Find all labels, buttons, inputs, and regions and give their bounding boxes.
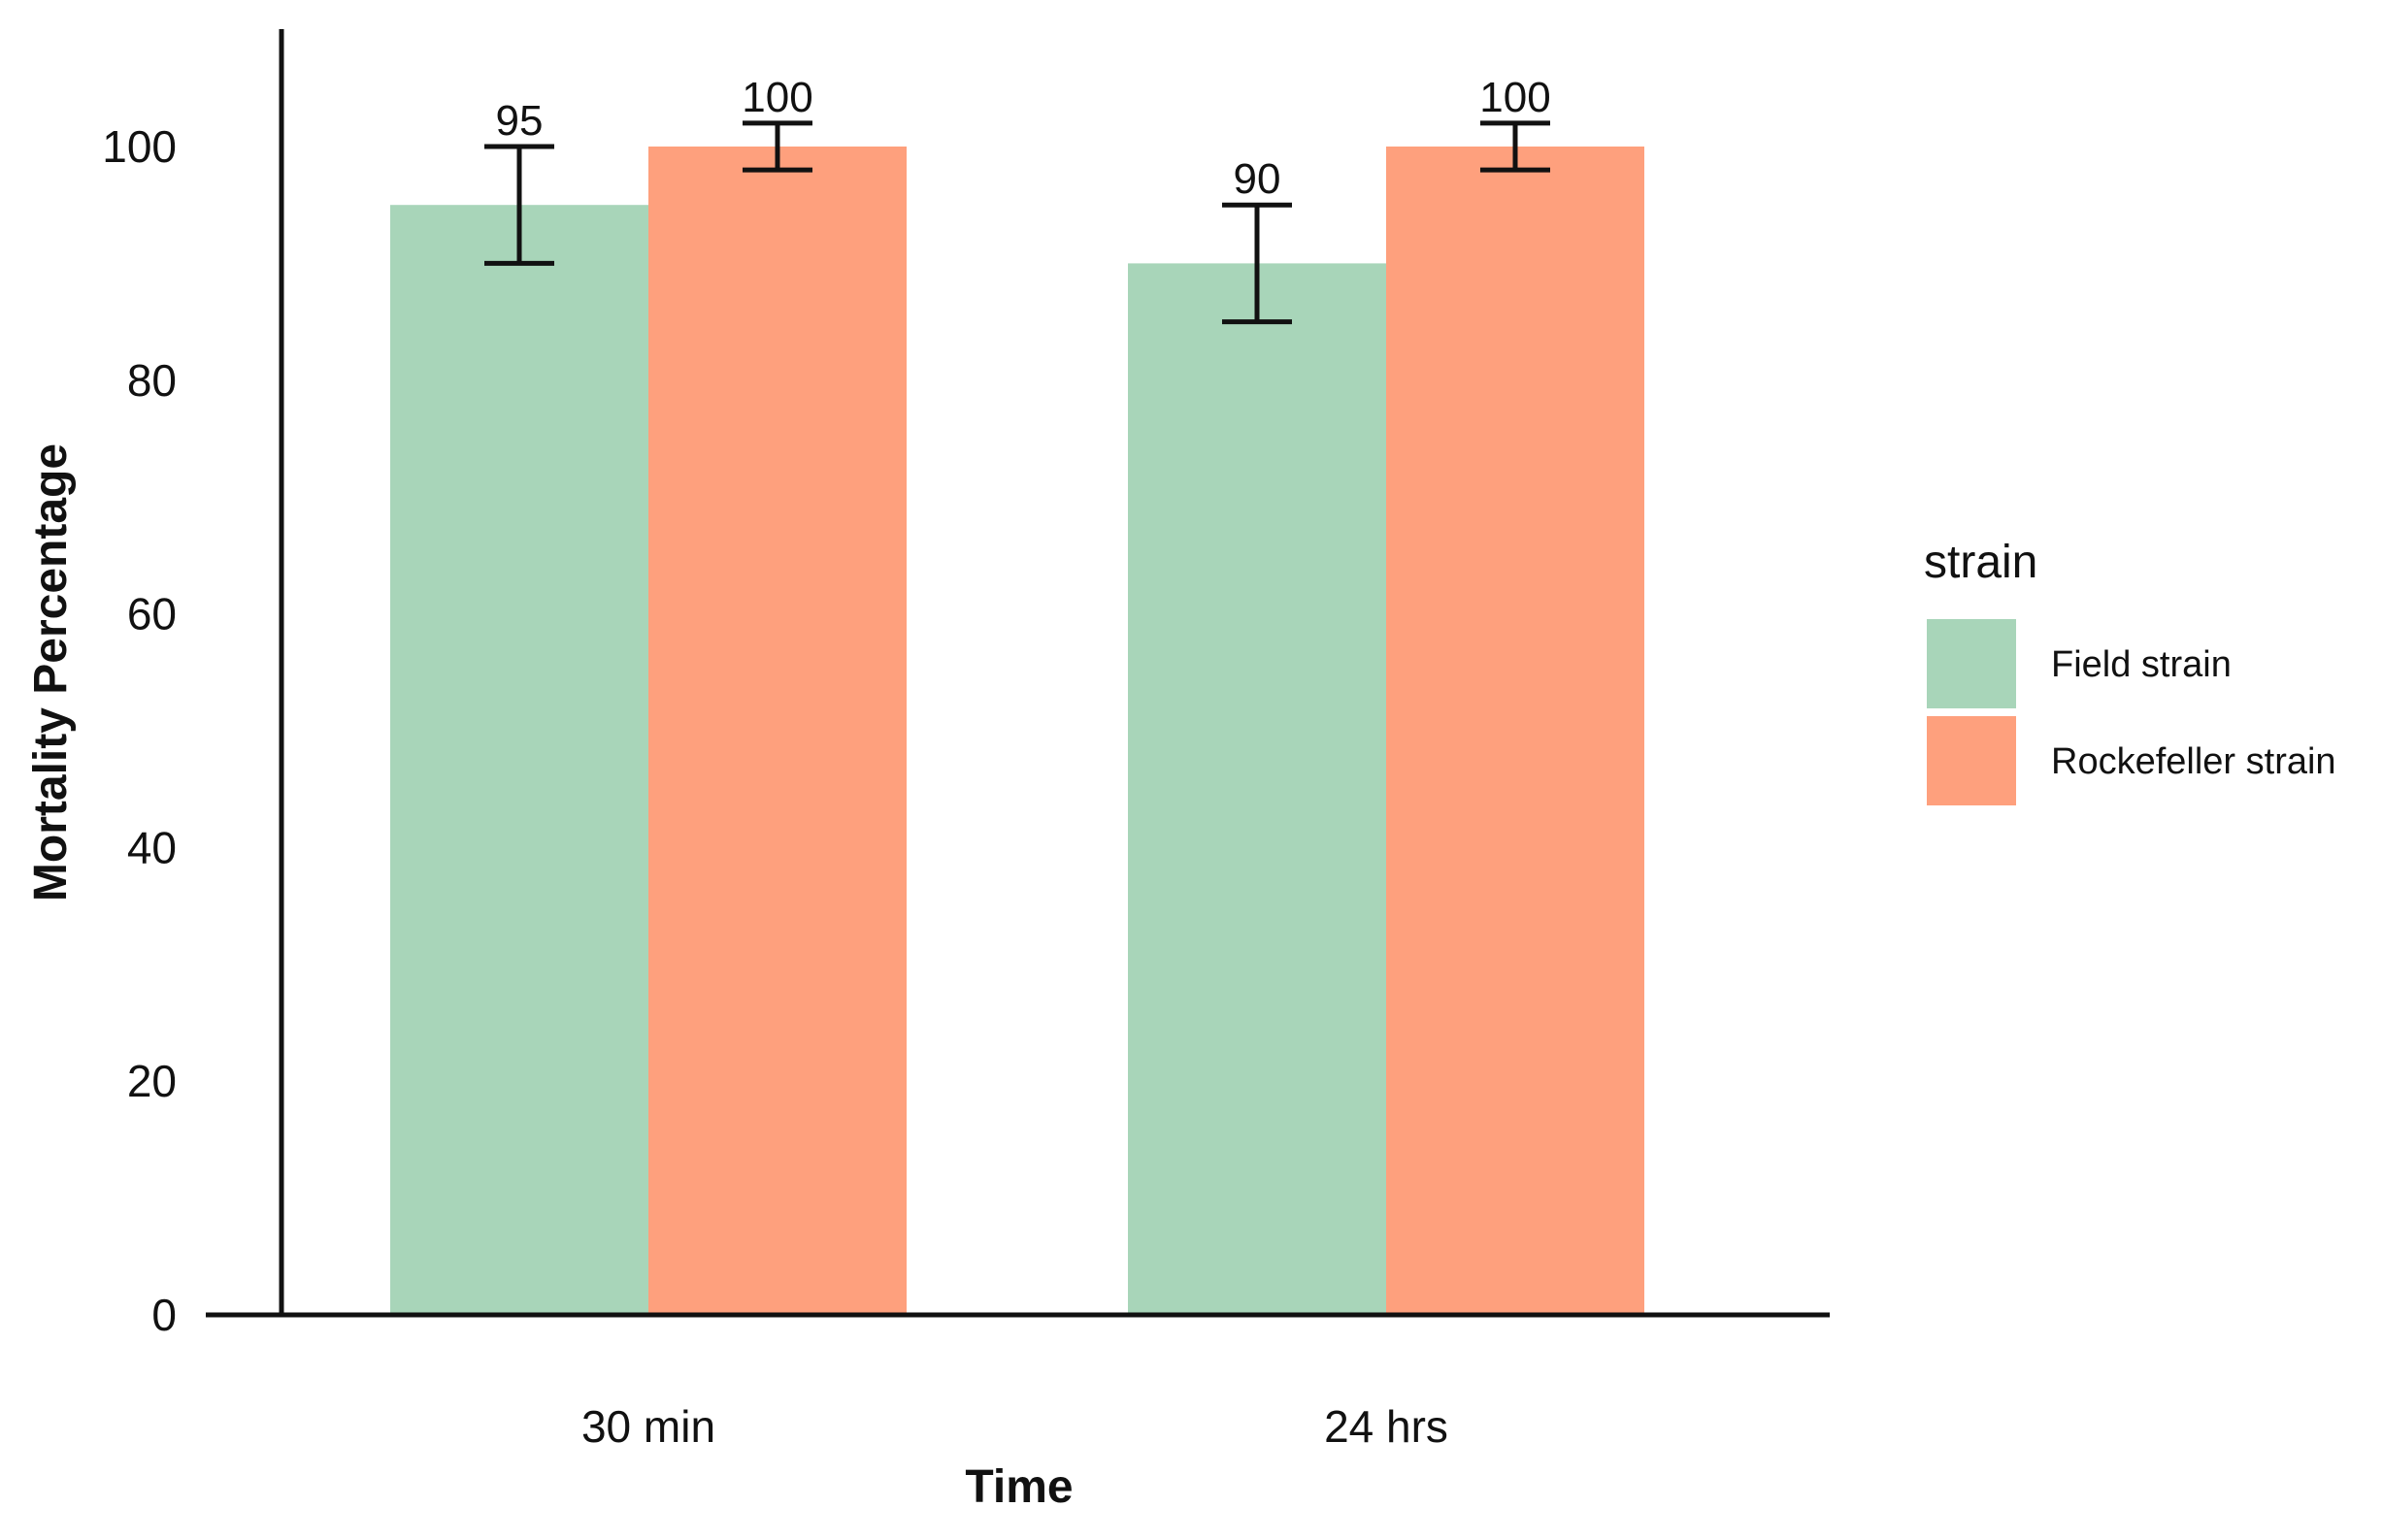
error-bar-field-strain-0 bbox=[484, 144, 554, 266]
y-tick-label-20: 20 bbox=[127, 1056, 177, 1106]
error-bar-rockefeller-strain-1 bbox=[1480, 120, 1550, 173]
x-tick-label-0: 30 min bbox=[581, 1401, 715, 1452]
error-bar-rockefeller-strain-0 bbox=[743, 120, 812, 173]
data-label-rockefeller-strain-1: 100 bbox=[1479, 74, 1550, 121]
bar-rockefeller-strain-1 bbox=[1386, 147, 1644, 1315]
x-tick-label-1: 24 hrs bbox=[1324, 1401, 1448, 1452]
bar-rockefeller-strain-0 bbox=[648, 147, 907, 1315]
y-tick-label-100: 100 bbox=[102, 121, 177, 172]
legend-label-field-strain: Field strain bbox=[2051, 644, 2232, 685]
bars-layer bbox=[390, 147, 1644, 1316]
error-bar-field-strain-1 bbox=[1222, 202, 1292, 325]
bar-field-strain-0 bbox=[390, 205, 648, 1316]
legend: strain Field strain Rockefeller strain bbox=[1924, 537, 2336, 805]
legend-key-rockefeller-strain bbox=[1927, 716, 2016, 805]
legend-label-rockefeller-strain: Rockefeller strain bbox=[2051, 741, 2336, 782]
axes-layer: 30 min 24 hrs 0 20 40 60 80 100 bbox=[102, 29, 1830, 1452]
data-label-rockefeller-strain-0: 100 bbox=[742, 74, 812, 121]
bar-field-strain-1 bbox=[1128, 263, 1386, 1315]
y-axis-title: Mortality Percentage bbox=[25, 443, 77, 901]
data-label-field-strain-1: 90 bbox=[1234, 155, 1281, 203]
legend-key-field-strain bbox=[1927, 619, 2016, 708]
data-label-field-strain-0: 95 bbox=[496, 97, 544, 145]
legend-title: strain bbox=[1924, 537, 2037, 588]
error-bars-layer bbox=[484, 120, 1550, 325]
data-labels-layer: 95 100 90 100 bbox=[496, 74, 1551, 203]
y-tick-label-80: 80 bbox=[127, 355, 177, 406]
y-tick-label-40: 40 bbox=[127, 822, 177, 872]
y-tick-label-0: 0 bbox=[151, 1290, 177, 1340]
x-axis-title: Time bbox=[965, 1461, 1073, 1513]
y-tick-label-60: 60 bbox=[127, 589, 177, 639]
